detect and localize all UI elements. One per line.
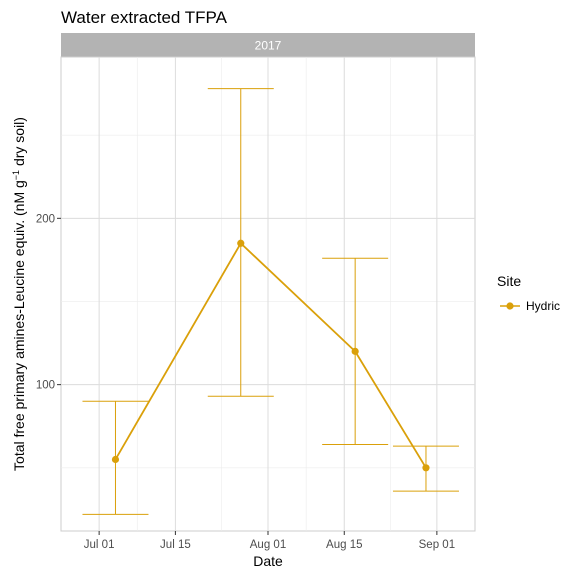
x-tick-label: Aug 01 — [250, 539, 286, 551]
x-tick-label: Jul 15 — [160, 539, 191, 551]
y-axis-title: Total free primary amines-Leucine equiv.… — [11, 117, 27, 471]
legend-key-point — [506, 302, 514, 310]
grid — [61, 57, 475, 531]
legend: Site Hydric — [497, 273, 560, 313]
data-point — [422, 464, 430, 472]
axes: Jul 01 Jul 15 Aug 01 Aug 15 Sep 01 100 200 — [36, 213, 455, 551]
series-layer — [82, 88, 459, 515]
strip-background — [61, 33, 475, 57]
legend-label-hydric: Hydric — [526, 299, 560, 313]
data-point — [237, 239, 245, 247]
x-tick-label: Sep 01 — [419, 539, 455, 551]
facet-strip: 2017 — [61, 33, 475, 57]
y-axis-title-sup: −1 — [11, 170, 21, 180]
x-axis-title: Date — [253, 553, 283, 569]
chart-title: Water extracted TFPA — [61, 8, 228, 27]
y-tick-label: 100 — [36, 380, 55, 392]
x-tick-label: Jul 01 — [84, 539, 115, 551]
y-tick-label: 200 — [36, 213, 55, 225]
data-point — [111, 455, 120, 464]
y-axis-title-tail: dry soil) — [11, 117, 27, 170]
data-point — [351, 347, 359, 355]
series-line — [114, 242, 427, 469]
legend-title: Site — [497, 273, 521, 289]
y-axis-title-main: Total free primary amines-Leucine equiv.… — [11, 180, 27, 471]
x-tick-label: Aug 15 — [326, 539, 362, 551]
strip-label: 2017 — [255, 39, 282, 53]
